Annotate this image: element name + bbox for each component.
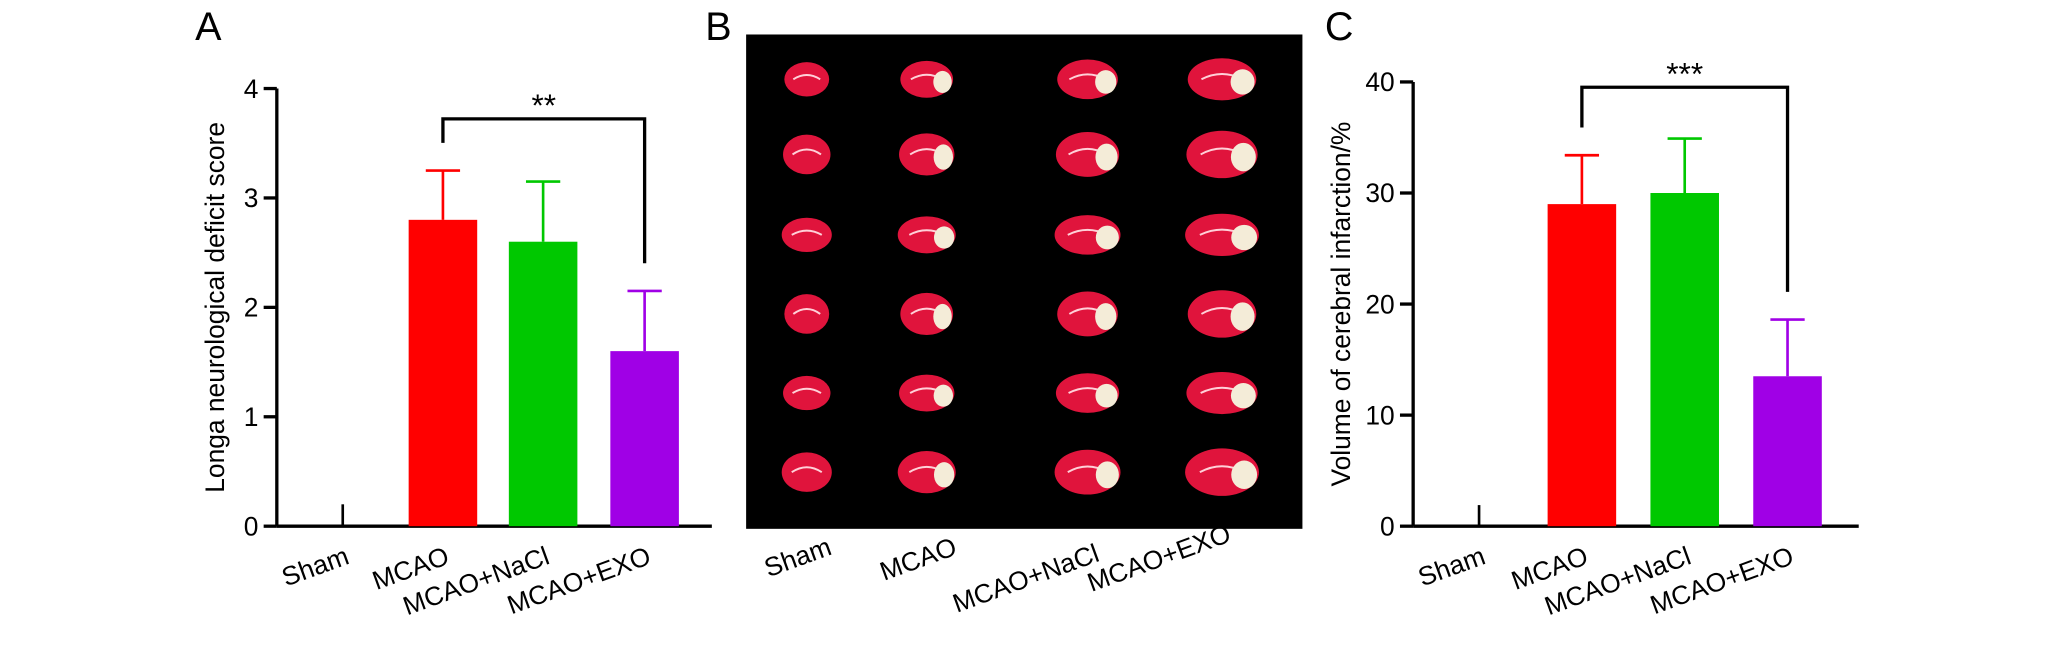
- slice-detail: [792, 387, 822, 394]
- y-tick-label: 1: [244, 402, 259, 432]
- bar: [1753, 376, 1822, 527]
- infarct: [1095, 383, 1118, 408]
- infarct: [1231, 460, 1258, 490]
- slice: [783, 375, 831, 411]
- slice-detail: [791, 466, 823, 473]
- brain-slices: [781, 58, 1259, 496]
- slice: [781, 452, 832, 492]
- bar: [508, 241, 578, 527]
- slice: [784, 62, 830, 97]
- bar: [1650, 193, 1719, 527]
- bar: [1547, 204, 1617, 527]
- infarct: [933, 384, 954, 407]
- y-tick-label: 0: [1380, 511, 1395, 541]
- infarct: [1095, 461, 1119, 489]
- infarct: [1095, 303, 1117, 331]
- infarct: [1230, 302, 1255, 331]
- y-tick-label: 4: [244, 74, 259, 104]
- infarct: [1095, 70, 1117, 94]
- slice: [781, 217, 832, 252]
- slice-detail: [791, 229, 823, 236]
- image-label: Sham: [760, 531, 835, 583]
- x-tick-label: Sham: [1414, 541, 1489, 593]
- infarct: [1231, 224, 1258, 251]
- y-axis-label: Longa neurological deficit score: [200, 122, 230, 493]
- slice: [783, 134, 831, 175]
- slice-detail: [791, 148, 822, 156]
- infarct: [1230, 142, 1256, 172]
- bar: [408, 219, 478, 527]
- image-label: MCAO: [876, 531, 961, 586]
- panel-letter: C: [1325, 5, 1354, 49]
- y-tick-label: 10: [1365, 400, 1394, 430]
- infarct: [933, 226, 955, 249]
- infarct: [1095, 225, 1119, 250]
- y-tick-label: 40: [1365, 67, 1394, 97]
- infarct: [1095, 143, 1118, 171]
- bar: [610, 351, 679, 527]
- y-tick-label: 20: [1365, 289, 1394, 319]
- x-tick-label: Sham: [278, 541, 353, 593]
- panel-letter: A: [195, 5, 222, 49]
- significance-label: **: [531, 87, 556, 123]
- slice: [784, 294, 830, 334]
- y-tick-label: 30: [1365, 178, 1394, 208]
- significance-label: ***: [1666, 56, 1703, 92]
- y-tick-label: 2: [244, 293, 259, 323]
- slice-detail: [792, 308, 821, 315]
- infarct: [933, 70, 952, 94]
- infarct: [933, 462, 955, 488]
- infarct: [933, 303, 952, 330]
- infarct: [1230, 69, 1255, 95]
- slice-detail: [792, 74, 821, 81]
- ttc-image: [746, 34, 1303, 529]
- infarct: [933, 144, 954, 170]
- image-label: MCAO+NaCl: [949, 538, 1103, 619]
- y-tick-label: 3: [244, 183, 259, 213]
- y-tick-label: 0: [244, 511, 259, 541]
- y-axis-label: Volume of cerebral infarction/%: [1326, 122, 1356, 487]
- image-label: MCAO+EXO: [1083, 518, 1234, 598]
- significance-bracket: [1580, 85, 1790, 292]
- panel-letter: B: [705, 5, 731, 49]
- infarct: [1230, 383, 1256, 409]
- significance-bracket: [441, 117, 647, 264]
